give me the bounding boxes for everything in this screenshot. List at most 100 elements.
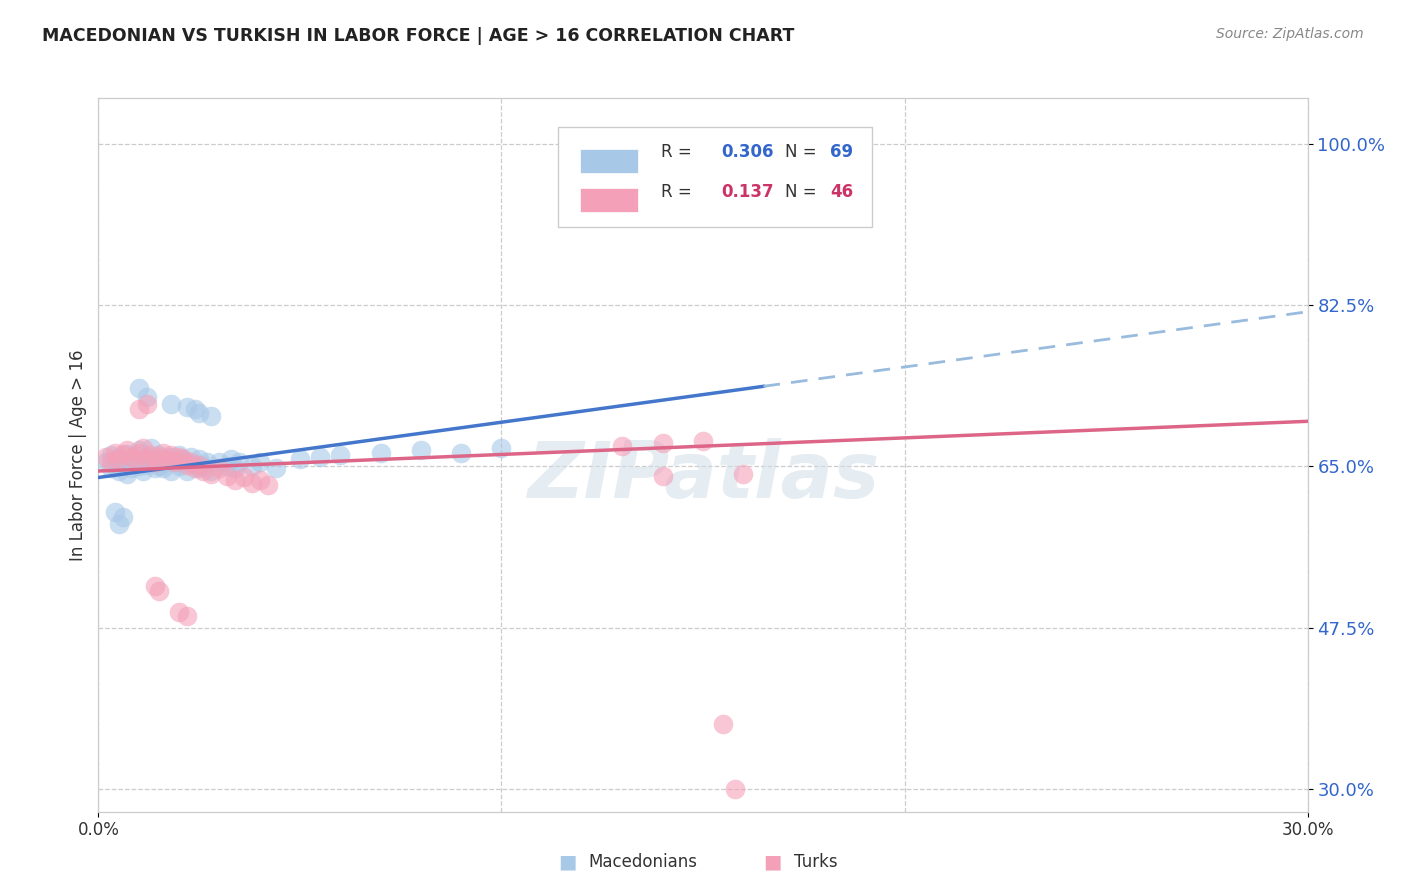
Point bbox=[329, 449, 352, 463]
Point bbox=[111, 452, 134, 467]
Point bbox=[184, 461, 207, 475]
Point bbox=[135, 397, 157, 411]
Point bbox=[160, 464, 183, 478]
Point bbox=[132, 464, 155, 478]
Point bbox=[103, 459, 125, 474]
Point bbox=[184, 402, 207, 417]
Point bbox=[152, 445, 174, 459]
Point bbox=[107, 516, 129, 531]
Point bbox=[651, 436, 673, 450]
Point bbox=[224, 473, 246, 487]
Point bbox=[128, 459, 150, 474]
Point bbox=[139, 452, 162, 467]
Point bbox=[724, 781, 747, 796]
Point bbox=[176, 608, 198, 623]
Text: 46: 46 bbox=[830, 184, 853, 202]
Text: ■: ■ bbox=[763, 852, 782, 871]
FancyBboxPatch shape bbox=[558, 127, 872, 227]
Point bbox=[195, 455, 218, 469]
Point bbox=[96, 455, 118, 469]
Point bbox=[208, 455, 231, 469]
Point bbox=[120, 461, 142, 475]
Point bbox=[139, 449, 162, 463]
Point bbox=[228, 455, 250, 469]
Point bbox=[115, 467, 138, 481]
Point bbox=[135, 452, 157, 467]
Point bbox=[232, 470, 254, 484]
Point bbox=[163, 455, 186, 469]
Point bbox=[224, 461, 246, 475]
Point bbox=[120, 452, 142, 467]
Point bbox=[107, 464, 129, 478]
Text: MACEDONIAN VS TURKISH IN LABOR FORCE | AGE > 16 CORRELATION CHART: MACEDONIAN VS TURKISH IN LABOR FORCE | A… bbox=[42, 27, 794, 45]
Point bbox=[111, 510, 134, 524]
Text: ZIPatlas: ZIPatlas bbox=[527, 438, 879, 515]
Point bbox=[256, 478, 278, 492]
Point bbox=[103, 452, 125, 467]
Text: 69: 69 bbox=[830, 143, 853, 161]
Point bbox=[120, 450, 142, 465]
Point bbox=[156, 452, 179, 467]
Point bbox=[240, 475, 263, 490]
Point bbox=[148, 450, 170, 465]
Point bbox=[132, 455, 155, 469]
Point bbox=[100, 449, 122, 463]
Point bbox=[249, 455, 271, 469]
Point bbox=[124, 455, 146, 469]
Point bbox=[115, 447, 138, 461]
Point bbox=[491, 441, 513, 455]
FancyBboxPatch shape bbox=[579, 149, 638, 173]
Point bbox=[180, 450, 202, 465]
Point bbox=[103, 445, 125, 459]
Point bbox=[132, 441, 155, 455]
Point bbox=[143, 455, 166, 469]
Point bbox=[124, 452, 146, 467]
Point bbox=[124, 449, 146, 463]
Point bbox=[128, 445, 150, 459]
Point bbox=[167, 449, 190, 463]
Point bbox=[176, 455, 198, 469]
Point bbox=[152, 461, 174, 475]
Point bbox=[139, 441, 162, 455]
Point bbox=[450, 445, 472, 459]
Point bbox=[176, 458, 198, 472]
Text: N =: N = bbox=[785, 143, 817, 161]
Point bbox=[143, 455, 166, 469]
Point bbox=[217, 468, 239, 483]
Point bbox=[188, 406, 211, 420]
Point bbox=[135, 458, 157, 472]
Point bbox=[188, 452, 211, 467]
Text: N =: N = bbox=[785, 184, 817, 202]
Point bbox=[733, 467, 755, 481]
Point bbox=[167, 450, 190, 465]
Y-axis label: In Labor Force | Age > 16: In Labor Force | Age > 16 bbox=[69, 349, 87, 561]
Point bbox=[135, 450, 157, 465]
Point bbox=[167, 459, 190, 474]
Point bbox=[309, 450, 332, 465]
Point bbox=[180, 455, 202, 469]
Point bbox=[221, 452, 243, 467]
Point bbox=[200, 464, 222, 478]
Point bbox=[111, 458, 134, 472]
Point bbox=[128, 442, 150, 457]
Text: 0.137: 0.137 bbox=[721, 184, 773, 202]
Point bbox=[107, 452, 129, 467]
Text: R =: R = bbox=[661, 143, 697, 161]
Point bbox=[200, 467, 222, 481]
Point bbox=[288, 452, 311, 467]
Point bbox=[370, 445, 392, 459]
Point bbox=[193, 464, 215, 478]
Point bbox=[163, 455, 186, 469]
Point bbox=[176, 400, 198, 414]
Text: 0.306: 0.306 bbox=[721, 143, 773, 161]
Point bbox=[184, 458, 207, 472]
Point bbox=[128, 402, 150, 417]
Point bbox=[107, 450, 129, 465]
Point bbox=[152, 452, 174, 467]
Text: Turks: Turks bbox=[793, 853, 838, 871]
Point bbox=[612, 439, 634, 453]
Point bbox=[96, 450, 118, 465]
Point bbox=[264, 461, 287, 475]
Point bbox=[148, 583, 170, 598]
Point bbox=[193, 459, 215, 474]
